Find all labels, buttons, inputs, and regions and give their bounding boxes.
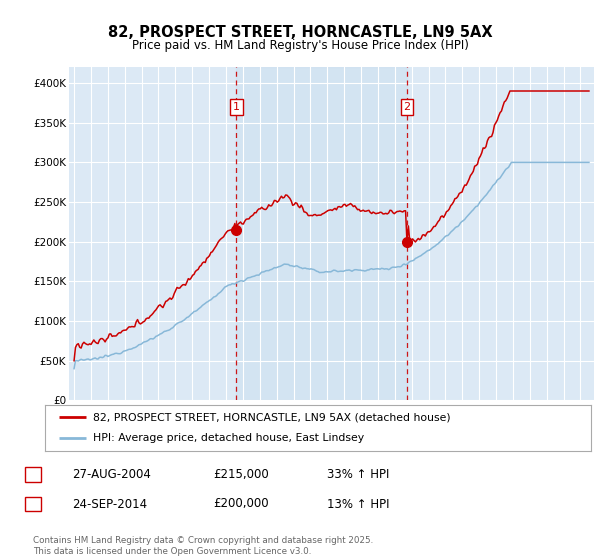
Text: £215,000: £215,000 — [213, 468, 269, 481]
Text: 82, PROSPECT STREET, HORNCASTLE, LN9 5AX: 82, PROSPECT STREET, HORNCASTLE, LN9 5AX — [107, 25, 493, 40]
Text: 82, PROSPECT STREET, HORNCASTLE, LN9 5AX (detached house): 82, PROSPECT STREET, HORNCASTLE, LN9 5AX… — [93, 412, 451, 422]
Text: 33% ↑ HPI: 33% ↑ HPI — [327, 468, 389, 481]
Text: 1: 1 — [233, 102, 240, 112]
Text: 27-AUG-2004: 27-AUG-2004 — [72, 468, 151, 481]
Bar — [236, 67, 407, 400]
Text: 24-SEP-2014: 24-SEP-2014 — [72, 497, 147, 511]
Text: 2: 2 — [403, 102, 410, 112]
Text: 13% ↑ HPI: 13% ↑ HPI — [327, 497, 389, 511]
Text: Contains HM Land Registry data © Crown copyright and database right 2025.
This d: Contains HM Land Registry data © Crown c… — [33, 536, 373, 556]
Text: HPI: Average price, detached house, East Lindsey: HPI: Average price, detached house, East… — [93, 433, 364, 444]
Text: £200,000: £200,000 — [213, 497, 269, 511]
Text: 2: 2 — [29, 499, 37, 509]
Text: Price paid vs. HM Land Registry's House Price Index (HPI): Price paid vs. HM Land Registry's House … — [131, 39, 469, 52]
Text: 1: 1 — [29, 469, 37, 479]
